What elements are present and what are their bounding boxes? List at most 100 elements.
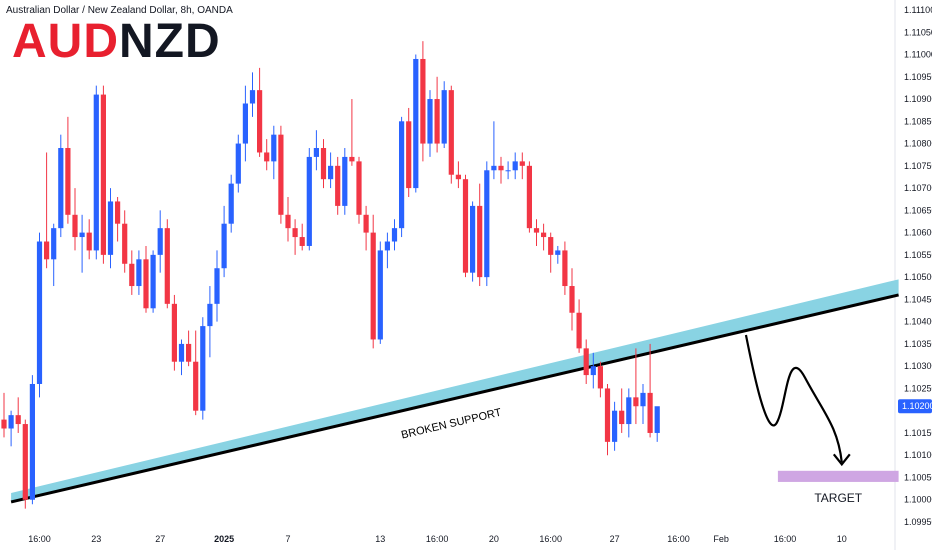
price-tick-label: 1.10250 (904, 383, 932, 393)
candle (413, 54, 419, 193)
candle-body (100, 94, 106, 255)
candle (491, 121, 497, 180)
candle-body (413, 58, 419, 189)
candle (129, 250, 135, 295)
candle-body (221, 223, 227, 269)
candle (619, 388, 625, 433)
candle (526, 161, 532, 233)
candle-body (51, 228, 57, 260)
candle (72, 188, 78, 251)
candle (285, 196, 291, 242)
candle-body (342, 156, 348, 206)
price-tick-label: 1.10450 (904, 294, 932, 304)
candle (328, 152, 334, 189)
candle (150, 250, 156, 313)
time-tick-label: 16:00 (426, 534, 449, 544)
time-tick-label: 23 (91, 534, 101, 544)
candle (590, 352, 596, 389)
time-tick-label: 13 (375, 534, 385, 544)
candle (235, 134, 241, 193)
candle-body (498, 165, 504, 171)
candle-body (441, 90, 447, 144)
candle (597, 361, 603, 398)
candle (249, 72, 256, 117)
candle (640, 383, 646, 425)
candle-body (36, 241, 43, 384)
candle (505, 161, 511, 180)
candle-body (541, 232, 547, 238)
candle (647, 343, 653, 438)
candle (604, 383, 611, 456)
candle-body (107, 201, 114, 255)
candle (612, 401, 618, 451)
candle (29, 375, 35, 505)
candle-body (15, 415, 21, 425)
candle-body (299, 237, 305, 246)
price-tick-label: 1.10950 (904, 72, 932, 82)
price-tick-label: 1.10750 (904, 161, 932, 171)
candle-body (512, 161, 518, 171)
candle (533, 219, 540, 246)
time-tick-label: 10 (837, 534, 847, 544)
candle (22, 419, 28, 509)
candle-body (533, 228, 540, 233)
candle-body (491, 165, 497, 171)
candle (406, 107, 412, 197)
candle-body (370, 232, 376, 340)
candle (115, 196, 121, 242)
candle-body (633, 397, 639, 407)
candle-body (462, 179, 469, 273)
candle (51, 223, 57, 287)
price-tick-label: 1.10300 (904, 361, 932, 371)
candle (441, 81, 447, 149)
time-tick-label: 16:00 (539, 534, 562, 544)
candle (391, 219, 398, 251)
candle (399, 116, 405, 238)
time-tick-label: 27 (155, 534, 165, 544)
candle (363, 205, 369, 251)
price-tick-label: 1.10550 (904, 250, 932, 260)
candle-body (171, 303, 177, 362)
time-tick-label: 27 (610, 534, 620, 544)
candle-body (235, 143, 241, 184)
candle-body (306, 156, 312, 246)
candle-body (484, 170, 490, 278)
candle (356, 156, 362, 224)
candle (214, 250, 220, 322)
candle (186, 330, 192, 367)
candle (264, 139, 270, 171)
symbol-logo: AUDNZD (12, 18, 221, 66)
support-line (10, 293, 899, 504)
price-tick-label: 1.11050 (904, 27, 932, 37)
candle-body (157, 228, 163, 255)
time-axis[interactable]: 16:00 23 27 2025 7 13 16:00 20 16:00 27 16:00 Feb 16… (28, 534, 847, 544)
candle-body (420, 58, 426, 144)
candle (1, 392, 7, 438)
candle (200, 317, 206, 420)
candle (278, 125, 284, 224)
candle (122, 210, 128, 273)
candle-body (569, 286, 575, 313)
candle-body (576, 312, 582, 349)
candle (136, 250, 142, 295)
candle (164, 219, 170, 309)
candle (541, 223, 547, 251)
candle-body (86, 232, 92, 251)
candle-body (619, 410, 625, 425)
candle (420, 41, 426, 162)
candle-body (22, 424, 28, 500)
candle (242, 85, 248, 162)
candle (320, 139, 327, 189)
price-axis[interactable]: 1.10000 1.10050 1.10100 1.10150 1.10250 1.103… (898, 5, 932, 527)
candle-body (122, 223, 128, 264)
candle-body (391, 228, 398, 242)
price-tick-label: 1.11100 (904, 5, 932, 15)
price-tick-label: 1.10850 (904, 116, 932, 126)
candle-body (555, 250, 561, 255)
price-tick-label: 1.10600 (904, 228, 932, 238)
candle (484, 161, 490, 287)
target-label: TARGET (814, 491, 862, 505)
candle-body (72, 214, 78, 238)
candle (299, 223, 305, 251)
last-price-tag (898, 399, 932, 414)
